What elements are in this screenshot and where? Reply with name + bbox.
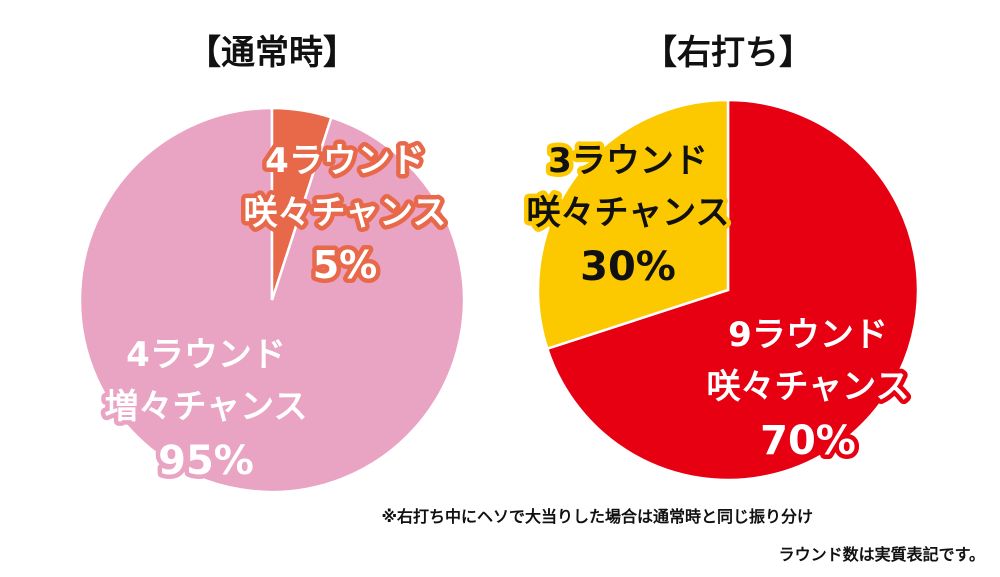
slice-label-right-9r-sakisaki: 9ラウンド 咲々チャンス 70% [702, 311, 914, 469]
footnote-line1: ※右打ち中にヘソで大当りした場合は通常時と同じ振り分け [381, 507, 813, 526]
slice-percent-label: 5% [313, 243, 378, 287]
slice-label-normal-4r-zouzou: 4ラウンド 増々チャンス 95% [100, 331, 312, 489]
pie-slice-right-9r-sakisaki [545, 98, 920, 482]
slice-label-line2: 咲々チャンス [244, 193, 447, 233]
slice-label-line1: 4ラウンド [126, 335, 286, 375]
slice-percent-label: 95% [158, 438, 254, 484]
pie-slice-right-3r-sakisaki [536, 98, 730, 351]
slice-label-right-3r-sakisaki: 3ラウンド 咲々チャンス 30% [522, 137, 734, 295]
slice-percent-label: 30% [580, 244, 676, 290]
chart-title-normal: 【通常時】 [187, 33, 357, 73]
slice-label-line2: 咲々チャンス [527, 193, 730, 233]
slice-label-line1: 3ラウンド [548, 141, 708, 181]
slice-label-line2: 咲々チャンス [707, 367, 910, 407]
slice-label-line2: 増々チャンス [105, 387, 308, 427]
pie-chart-normal: 【通常時】 4ラウンド 咲々チャンス 5% 4ラウンド 増々チャンス 95% [78, 33, 466, 494]
pie-slice-normal-4r-sakisaki [270, 106, 333, 301]
slice-label-line1: 9ラウンド [728, 315, 888, 355]
slice-label-normal-4r-sakisaki: 4ラウンド 咲々チャンス 5% [239, 137, 451, 292]
pie-chart-right-hit: 【右打ち】 3ラウンド 咲々チャンス 30% 9ラウンド 咲々チャンス 70% [522, 33, 920, 482]
slice-label-line1: 4ラウンド [265, 141, 425, 181]
footnote-line2: ラウンド数は実質表記です。 [779, 545, 985, 564]
chart-title-right-hit: 【右打ち】 [643, 33, 813, 73]
pie-slice-normal-4r-zouzou [78, 106, 466, 494]
slice-percent-label: 70% [760, 418, 856, 464]
